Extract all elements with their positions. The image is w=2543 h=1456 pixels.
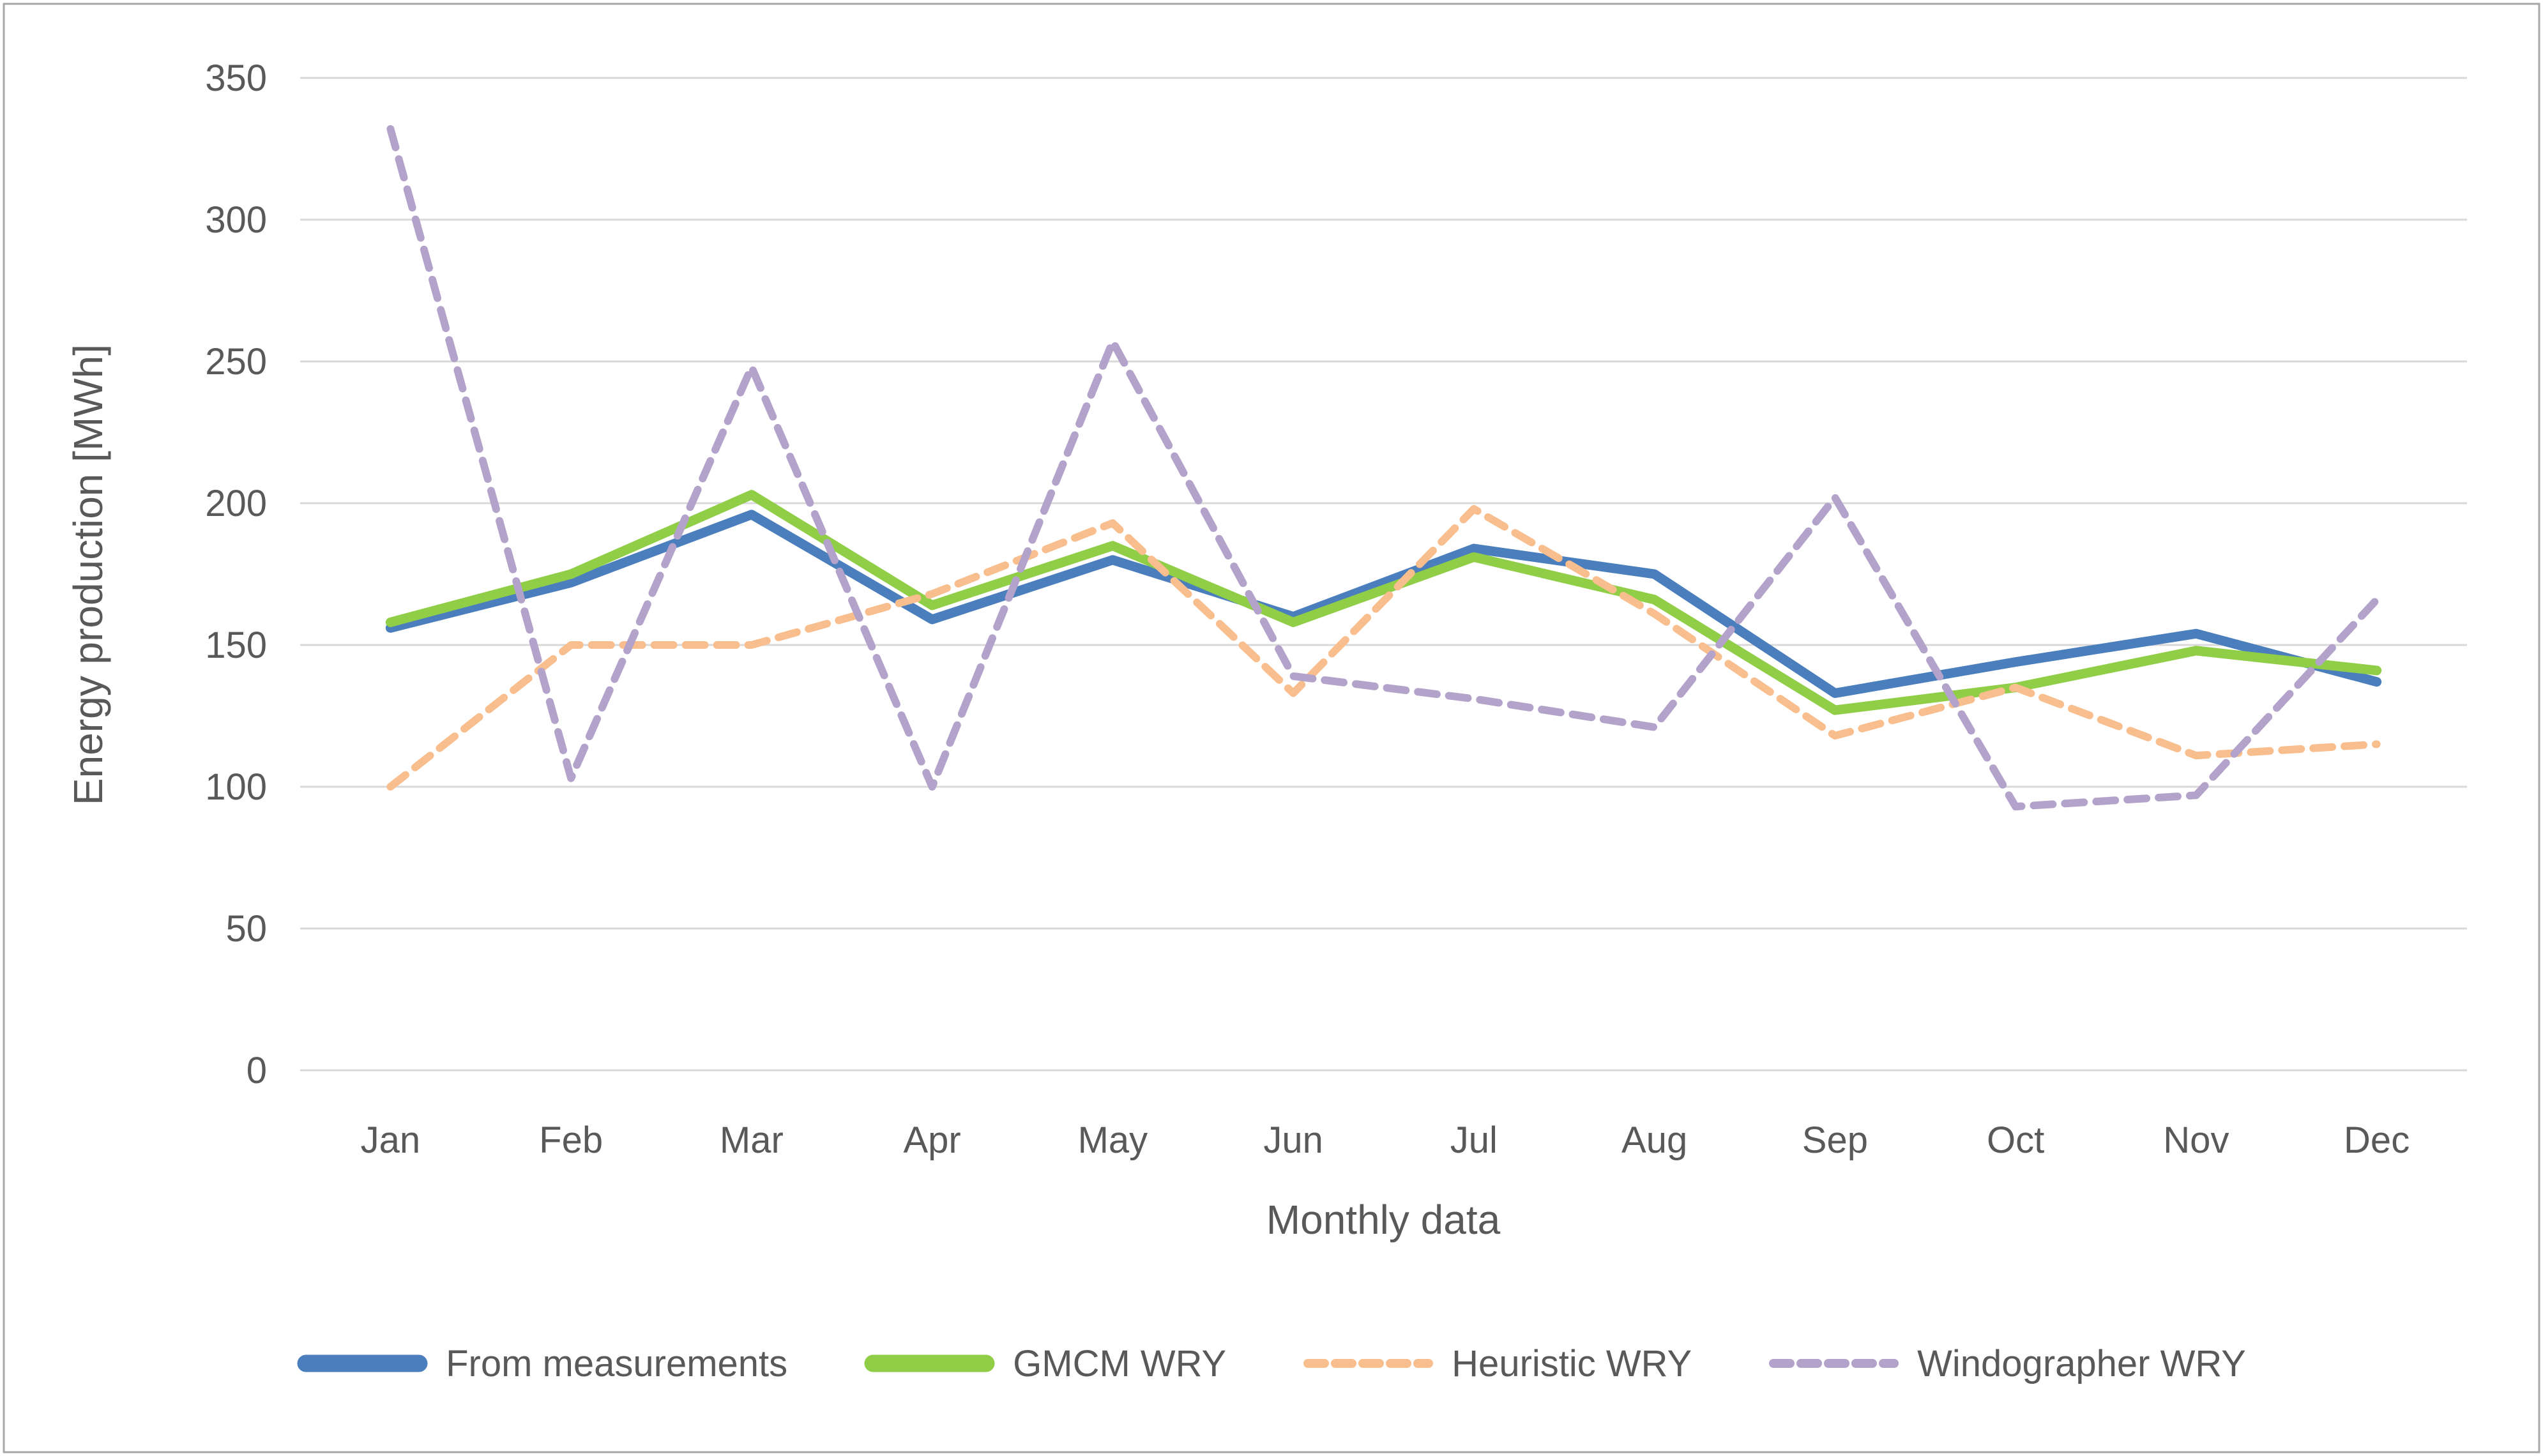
y-tick-label: 350 xyxy=(205,57,267,99)
chart-legend: From measurements GMCM WRY Heuristic WRY Wi… xyxy=(0,1322,2543,1405)
series-line-heuristic-wry xyxy=(386,504,2381,791)
x-tick-label: Nov xyxy=(2163,1119,2229,1161)
x-tick-label: Feb xyxy=(539,1119,603,1161)
legend-item-windographer-wry: Windographer WRY xyxy=(1768,1342,2246,1385)
y-tick-label: 200 xyxy=(205,483,267,524)
y-tick-label: 50 xyxy=(225,908,267,950)
x-tick-label: Jan xyxy=(361,1119,421,1161)
legend-item-gmcm-wry: GMCM WRY xyxy=(864,1342,1226,1385)
y-tick-label: 250 xyxy=(205,341,267,383)
x-axis-tick-labels: Jan Feb Mar Apr May Jun Jul Aug Sep Oct Nov Dec xyxy=(361,1119,2410,1161)
legend-label: Windographer WRY xyxy=(1917,1342,2246,1384)
legend-swatch-heuristic-wry xyxy=(1303,1359,1434,1368)
series-line-from-measurements xyxy=(385,510,2382,698)
x-tick-label: Aug xyxy=(1621,1119,1687,1161)
legend-label: GMCM WRY xyxy=(1013,1342,1227,1384)
x-tick-label: Sep xyxy=(1802,1119,1868,1161)
x-axis-title: Monthly data xyxy=(1266,1197,1501,1243)
x-tick-label: Dec xyxy=(2344,1119,2410,1161)
figure-border xyxy=(3,3,2540,1453)
series-lines-group xyxy=(385,125,2382,811)
legend-label: Heuristic WRY xyxy=(1452,1342,1692,1384)
legend-swatch-gmcm-wry xyxy=(864,1354,995,1372)
x-tick-label: Mar xyxy=(720,1119,784,1161)
y-axis-tick-labels: 0 50 100 150 200 250 300 350 xyxy=(205,57,267,1091)
x-tick-label: Jun xyxy=(1263,1119,1323,1161)
legend-item-heuristic-wry: Heuristic WRY xyxy=(1303,1342,1692,1385)
legend-item-from-measurements: From measurements xyxy=(297,1342,787,1385)
y-tick-label: 150 xyxy=(205,625,267,666)
y-tick-label: 100 xyxy=(205,766,267,808)
series-line-gmcm-wry xyxy=(385,490,2382,715)
x-tick-label: Jul xyxy=(1450,1119,1498,1161)
legend-label: From measurements xyxy=(446,1342,788,1384)
series-line-windographer-wry xyxy=(386,125,2381,811)
x-tick-label: May xyxy=(1078,1119,1148,1161)
x-tick-label: Apr xyxy=(903,1119,960,1161)
legend-swatch-windographer-wry xyxy=(1769,1359,1899,1368)
legend-swatch-from-measurements xyxy=(297,1354,428,1372)
gridlines-group xyxy=(300,77,2467,1072)
y-axis-title: Energy production [MWh] xyxy=(65,344,111,806)
x-tick-label: Oct xyxy=(1987,1119,2044,1161)
y-tick-label: 0 xyxy=(247,1050,267,1091)
y-tick-label: 300 xyxy=(205,199,267,241)
